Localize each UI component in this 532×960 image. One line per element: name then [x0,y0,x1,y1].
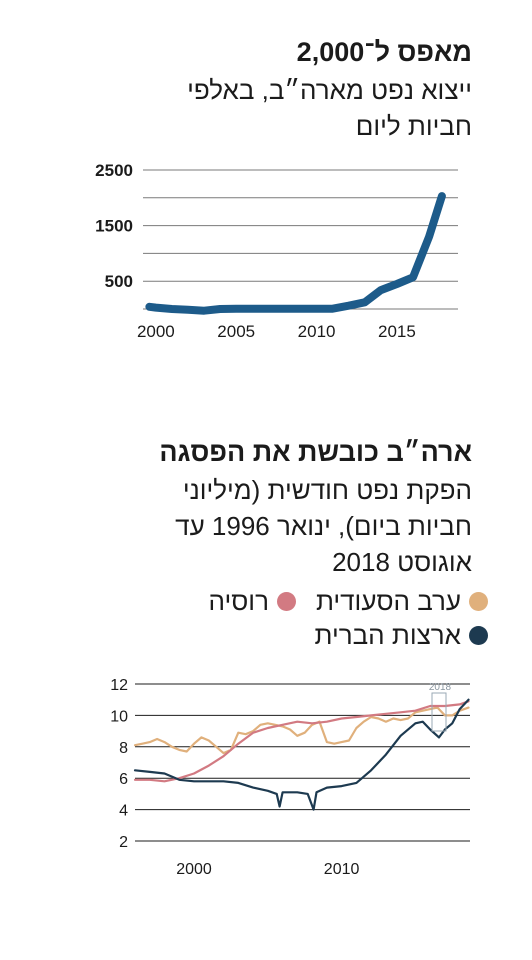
chart2-annotation-group: 2018 [429,682,452,732]
chart1-x-tick-label: 2005 [217,322,255,341]
chart1-svg: 2500 1500 500 2000 2005 2010 2015 [95,161,458,341]
chart2-x-ticks: 2000 2010 [176,861,359,878]
chart2-series [133,698,470,811]
legend-item-saudi: ערב הסעודית [316,584,488,618]
chart1-gridlines [143,169,458,310]
legend-dot-russia [276,591,296,611]
chart2-title: ארה״ב כובשת את הפסגה [159,437,472,467]
chart1-series-line [145,192,446,315]
legend-dot-saudi [469,591,488,611]
chart2-y-tick-label: 6 [119,771,128,788]
chart1-x-tick-label: 2000 [137,322,175,341]
legend-item-usa: ארצות הברית [315,618,488,652]
chart2-legend: ערב הסעודית רוסיה ארצות הברית [195,584,488,652]
legend-item-russia: רוסיה [209,584,296,618]
chart1-y-tick-label: 1500 [95,217,133,236]
legend-row-2: ארצות הברית [195,618,488,652]
chart2-y-tick-label: 4 [119,803,128,820]
legend-row-1: ערב הסעודית רוסיה [195,584,488,618]
chart1-subtitle-line1: ייצוא נפט מארה״ב, באלפי [187,75,472,105]
chart1-title: מאפס ל־2,000 [296,37,472,67]
chart2-subtitle-line1: הפקת נפט חודשית (מיליוני [182,475,472,505]
chart2-y-tick-label: 12 [110,677,128,694]
chart1-x-ticks: 2000 2005 2010 2015 [137,322,416,341]
legend-dot-usa [469,625,488,645]
chart2-series-saudi [133,706,470,755]
legend-label-russia: רוסיה [208,586,269,616]
chart1-y-ticks: 2500 1500 500 [95,161,133,291]
chart2-series-usa [133,698,470,811]
chart1-y-tick-label: 2500 [95,161,133,180]
chart2-y-tick-label: 8 [119,740,128,757]
chart1-series [145,192,446,315]
legend-label-saudi: ערב הסעודית [315,586,461,616]
chart2-subtitle-line3: אוגוסט 2018 [332,547,472,577]
chart2-series-russia [133,700,470,783]
chart2-x-tick-label: 2010 [324,861,360,878]
chart1-x-tick-label: 2010 [298,322,336,341]
chart2-svg: 12 10 8 6 4 2 2000 2010 2018 [110,677,470,878]
chart2-y-tick-label: 10 [110,708,128,725]
chart2-y-ticks: 12 10 8 6 4 2 [110,677,128,851]
chart2-gridlines [135,683,470,842]
chart2-annotation-box [431,692,447,732]
chart2-annotation-label: 2018 [429,682,452,693]
chart1-x-tick-label: 2015 [378,322,416,341]
chart2-x-tick-label: 2000 [176,861,212,878]
chart1-y-tick-label: 500 [105,272,133,291]
chart2-subtitle-line2: חביות ביום), ינואר 1996 עד [175,511,472,541]
chart1-subtitle-line2: חביות ליום [355,111,472,141]
chart2-y-tick-label: 2 [119,834,128,851]
legend-label-usa: ארצות הברית [314,620,461,650]
